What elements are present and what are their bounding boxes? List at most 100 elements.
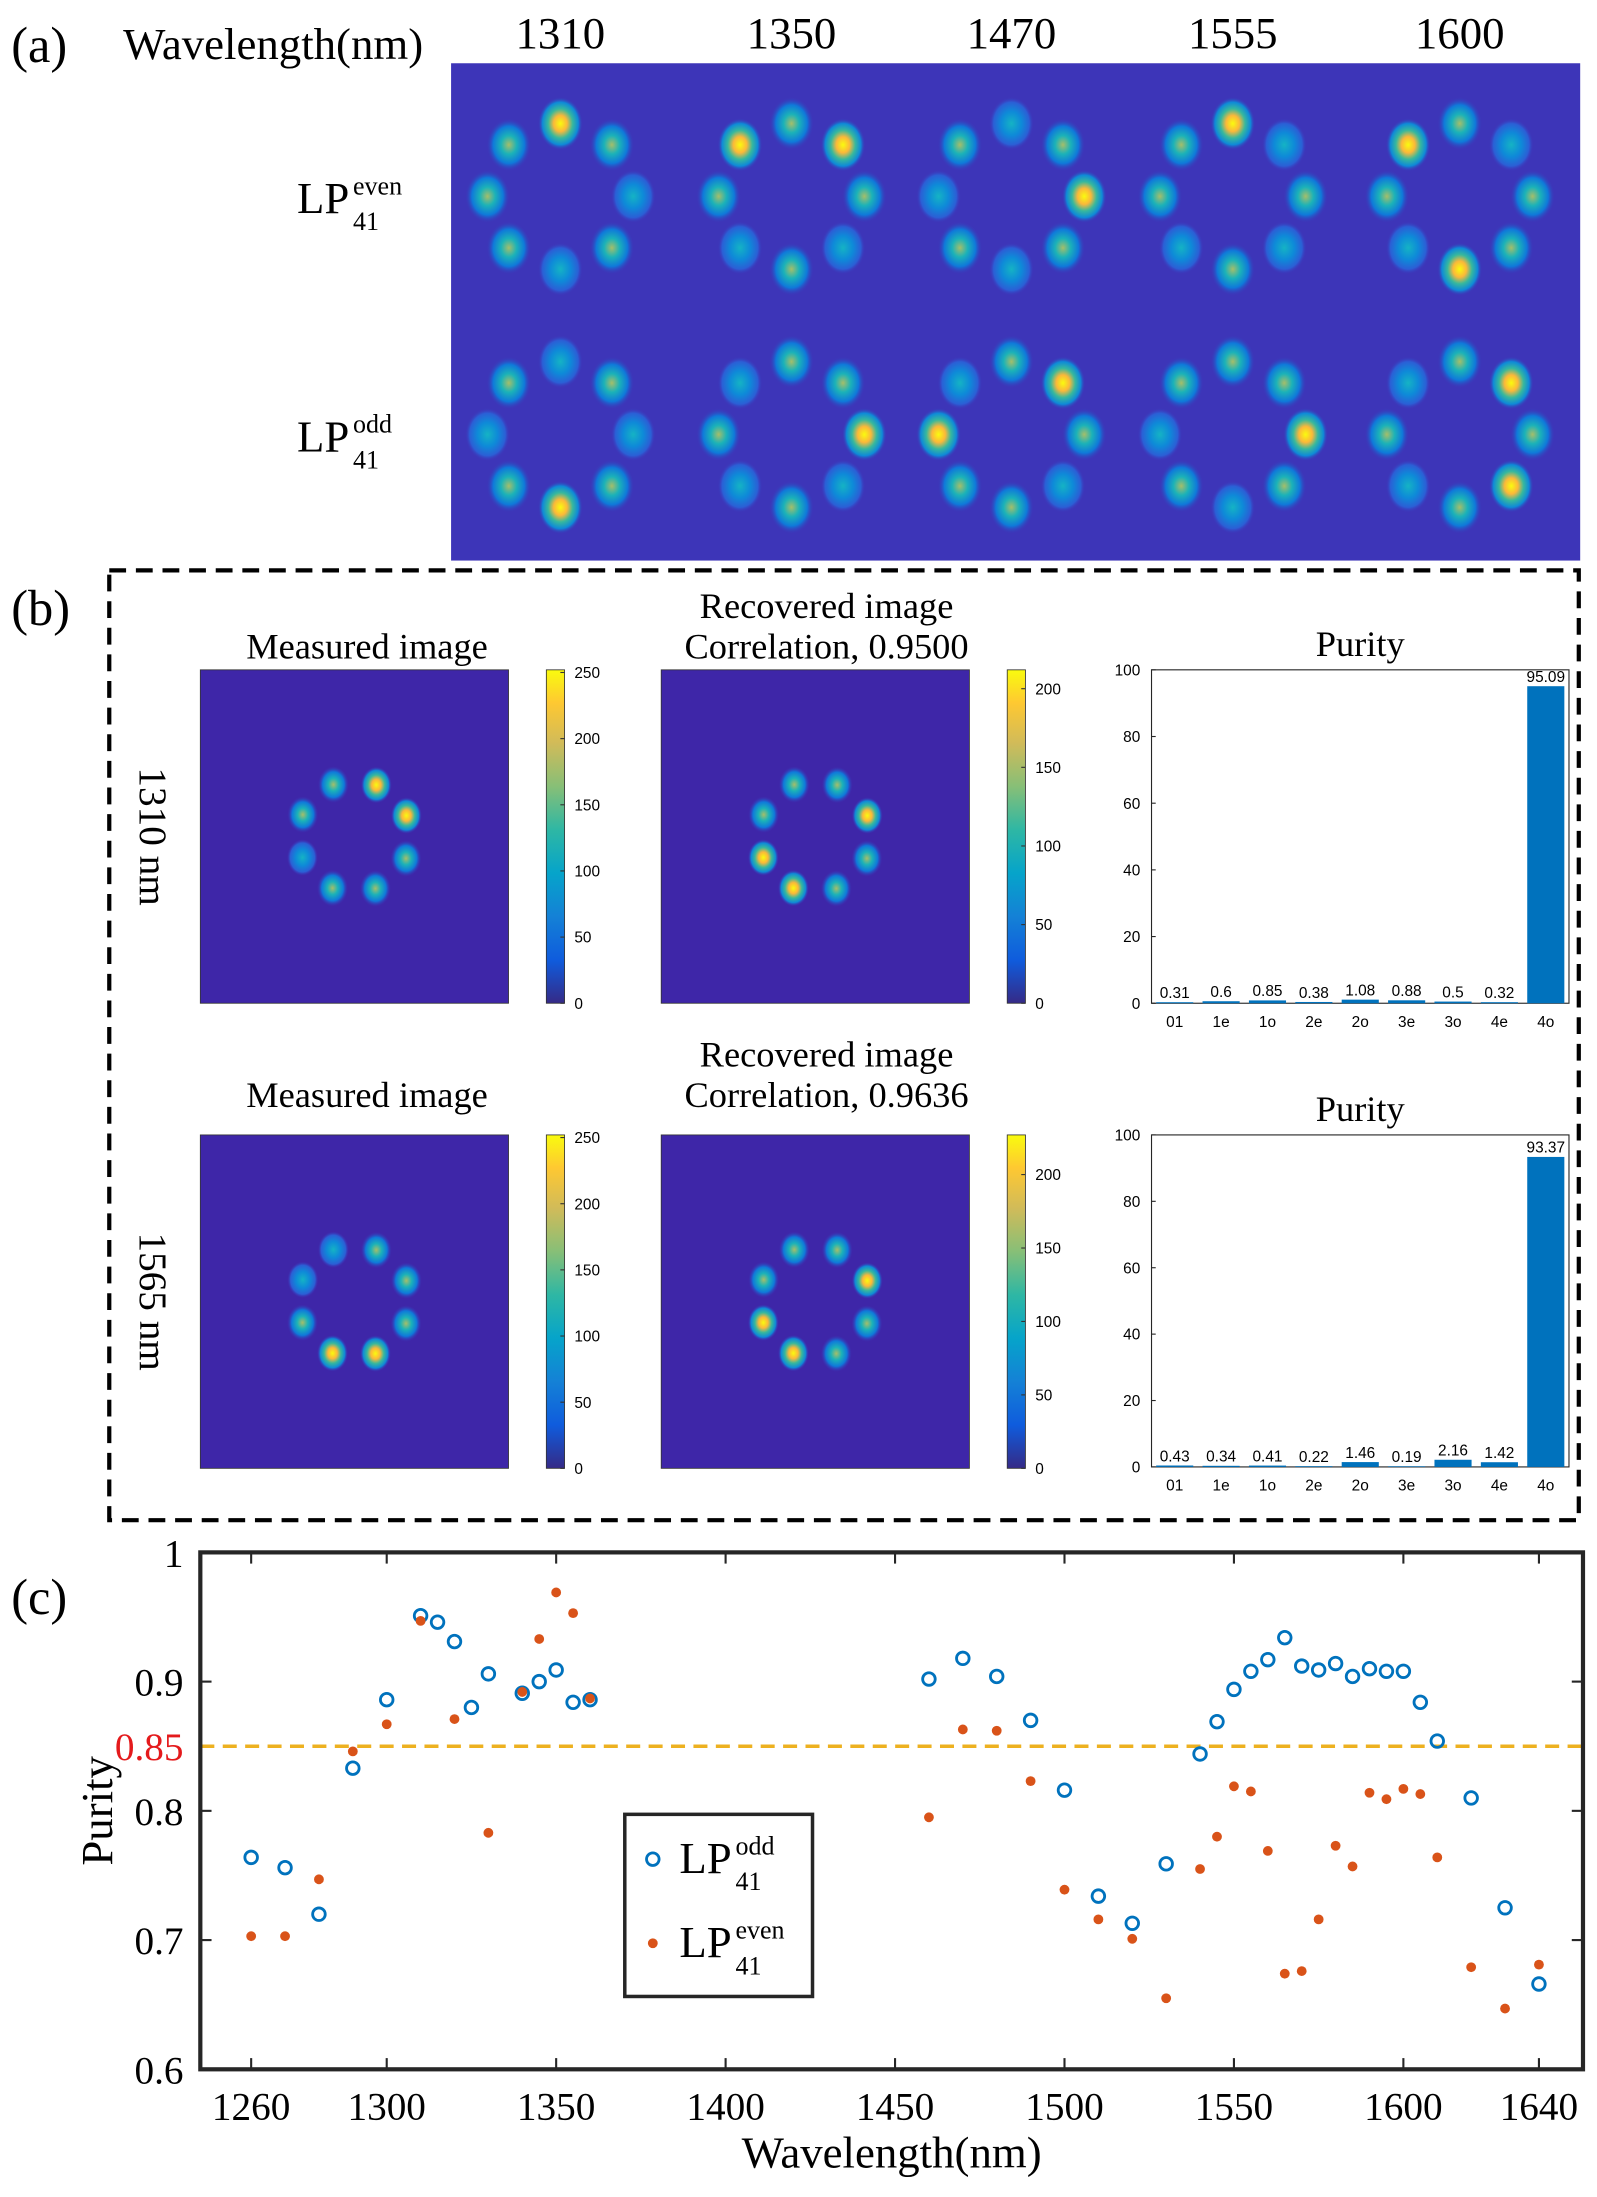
- wavelength-label: 1555: [1188, 8, 1278, 58]
- colorbar-tick-label: 150: [574, 1262, 600, 1279]
- mode-lobe: [1488, 459, 1534, 513]
- x-tick-label: 4o: [1537, 1478, 1554, 1495]
- mode-lobe: [820, 1335, 852, 1372]
- mode-lobe: [1137, 169, 1183, 223]
- mode-lobe: [317, 1334, 348, 1372]
- mode-lobe: [1437, 242, 1483, 296]
- y-tick-label: 20: [1123, 929, 1140, 946]
- point: [243, 1849, 259, 1866]
- point: [1378, 1663, 1395, 1679]
- y-tick-label: 0: [1132, 996, 1141, 1013]
- legend-label-sub: 41: [735, 1867, 761, 1896]
- mode-lobe: [937, 118, 983, 172]
- panel-label: (b): [11, 580, 70, 636]
- mode-lobe: [1061, 169, 1107, 223]
- colorbar-tick-label: 50: [574, 930, 591, 947]
- point: [1500, 2003, 1510, 2014]
- point: [1209, 1713, 1225, 1730]
- value-label: 0.88: [1392, 983, 1422, 1000]
- colorbar: [1006, 669, 1026, 1004]
- wavelength-label: 1470: [967, 8, 1057, 58]
- y-tick-label: 0.6: [134, 2049, 183, 2092]
- colorbar-tick-label: 150: [574, 797, 600, 814]
- point: [531, 1673, 547, 1690]
- image: [199, 1134, 509, 1469]
- mode-lobe: [747, 839, 779, 876]
- point: [568, 1608, 579, 1619]
- mode-lobe: [1158, 221, 1204, 275]
- mode-label-base: LP: [297, 411, 349, 461]
- mode-lobe: [486, 221, 532, 275]
- mode-lobe: [287, 1261, 319, 1298]
- point: [989, 1668, 1005, 1685]
- mode-lobe: [769, 242, 814, 296]
- mode-lobe: [717, 221, 763, 275]
- mode-lobe: [1040, 356, 1086, 410]
- mode-lobe: [1261, 356, 1307, 410]
- x-tick-label: 1350: [517, 2086, 595, 2129]
- image-title: Measured image: [246, 627, 488, 667]
- panel-label: (a): [11, 17, 67, 73]
- bar: [1434, 1001, 1472, 1004]
- point: [585, 1693, 595, 1704]
- mode-lobe: [537, 96, 583, 151]
- legend-label-sup: even: [735, 1915, 784, 1944]
- point: [1245, 1786, 1256, 1797]
- bar: [1156, 1465, 1194, 1467]
- bar: [1295, 1466, 1333, 1467]
- x-tick-label: 3e: [1398, 1014, 1415, 1031]
- mode-lobe: [989, 480, 1034, 534]
- x-tick-label: 1e: [1213, 1478, 1230, 1495]
- mode-lobe: [1488, 118, 1534, 172]
- wavelength-label: 1350: [747, 8, 837, 58]
- value-label: 1.08: [1345, 982, 1375, 999]
- bar: [1480, 1002, 1518, 1004]
- y-tick-label: 0.9: [134, 1662, 183, 1705]
- point: [277, 1860, 293, 1876]
- mode-lobe: [1385, 356, 1431, 410]
- mode-lobe: [537, 480, 583, 534]
- point: [1395, 1663, 1412, 1679]
- colorbar-tick-label: 50: [1035, 1387, 1052, 1404]
- point: [1158, 1856, 1174, 1872]
- mode-lobe: [1385, 221, 1431, 275]
- mode-lobe: [696, 407, 742, 462]
- mode-lobe: [1040, 221, 1086, 275]
- point: [1466, 1962, 1477, 1973]
- point: [429, 1614, 446, 1630]
- value-label: 0.19: [1392, 1449, 1422, 1466]
- mode-lobe: [1158, 459, 1204, 513]
- value-label: 1.42: [1484, 1445, 1514, 1462]
- colorbar-tick-label: 100: [1035, 839, 1061, 856]
- mode-lobe: [1137, 407, 1183, 462]
- colorbar-tick-label: 0: [574, 996, 583, 1013]
- value-label: 95.09: [1527, 669, 1566, 686]
- legend-marker: [645, 1851, 661, 1867]
- row-label: 1310 nm: [131, 767, 174, 905]
- y-tick-label: 100: [1115, 1128, 1141, 1145]
- point: [991, 1725, 1002, 1736]
- mode-lobe: [820, 870, 852, 907]
- bar: [1480, 1462, 1518, 1467]
- value-label: 0.22: [1299, 1449, 1329, 1466]
- x-tick-label: 1450: [856, 2086, 934, 2129]
- mode-lobe: [1261, 459, 1307, 513]
- point: [1093, 1914, 1104, 1925]
- point: [314, 1874, 324, 1885]
- y-tick-label: 20: [1123, 1393, 1140, 1410]
- point: [1398, 1783, 1409, 1794]
- mode-label-sub: 41: [353, 207, 379, 236]
- point: [1381, 1794, 1392, 1805]
- mode-lobe: [916, 407, 962, 462]
- mode-lobe: [1210, 96, 1256, 151]
- mode-lobe: [287, 839, 318, 876]
- panel-b-frame: [107, 568, 1581, 1523]
- threshold-label: 0.85: [115, 1726, 184, 1769]
- point: [565, 1694, 581, 1710]
- mode-lobe: [1158, 356, 1204, 410]
- point: [1531, 1976, 1547, 1992]
- mode-lobe: [318, 1231, 349, 1268]
- colorbar-tick-label: 250: [574, 1130, 600, 1147]
- bar: [1341, 1462, 1379, 1467]
